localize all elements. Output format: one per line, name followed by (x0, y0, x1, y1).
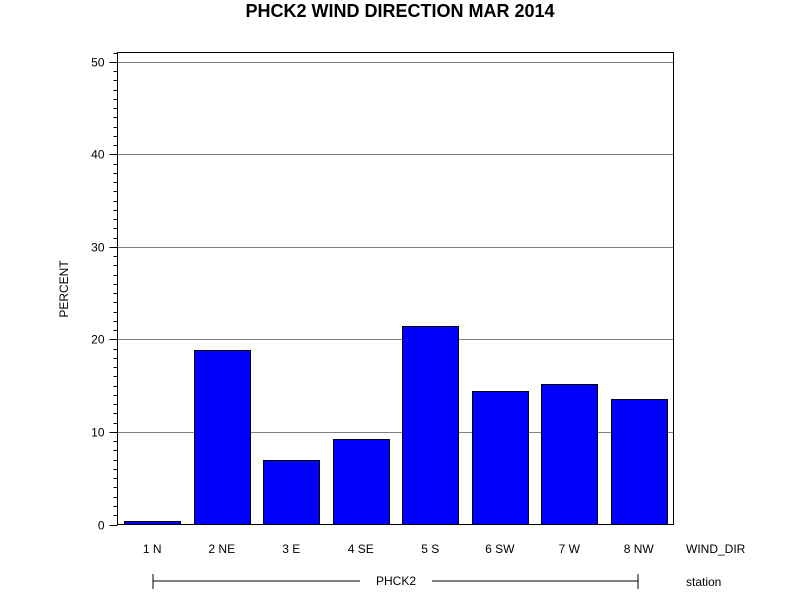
y-axis: 0 10 20 30 40 50 (91, 53, 118, 533)
x-tick-label: 3 E (282, 542, 300, 556)
y-tick-label: 0 (98, 519, 105, 533)
x-tick-label: 5 S (421, 542, 439, 556)
bars (124, 326, 668, 525)
group-label: PHCK2 (376, 574, 416, 588)
x-axis: 1 N 2 NE 3 E 4 SE 5 S 6 SW 7 W 8 NW (143, 542, 655, 556)
x-tick-label: 6 SW (485, 542, 515, 556)
bar (541, 384, 598, 525)
group-axis: PHCK2 station (152, 574, 721, 589)
bar (333, 439, 390, 525)
plot-frame (117, 52, 674, 525)
bar (402, 326, 459, 525)
x-tick-label: 2 NE (208, 542, 235, 556)
x-tick-label: 1 N (143, 542, 162, 556)
y-tick-label: 40 (91, 148, 105, 162)
y-tick-label: 50 (91, 56, 105, 70)
x-tick-label: 7 W (559, 542, 581, 556)
bar (472, 391, 529, 525)
chart-title: PHCK2 WIND DIRECTION MAR 2014 (245, 1, 554, 21)
y-tick-label: 10 (91, 426, 105, 440)
x-axis-label: WIND_DIR (686, 542, 746, 556)
y-tick-label: 30 (91, 241, 105, 255)
x-tick-label: 4 SE (348, 542, 374, 556)
x-tick-label: 8 NW (624, 542, 655, 556)
bar (611, 399, 668, 525)
group-axis-label: station (686, 575, 721, 589)
bar (263, 460, 320, 525)
y-tick-label: 20 (91, 333, 105, 347)
y-axis-label: PERCENT (57, 260, 71, 318)
bar (194, 350, 251, 525)
